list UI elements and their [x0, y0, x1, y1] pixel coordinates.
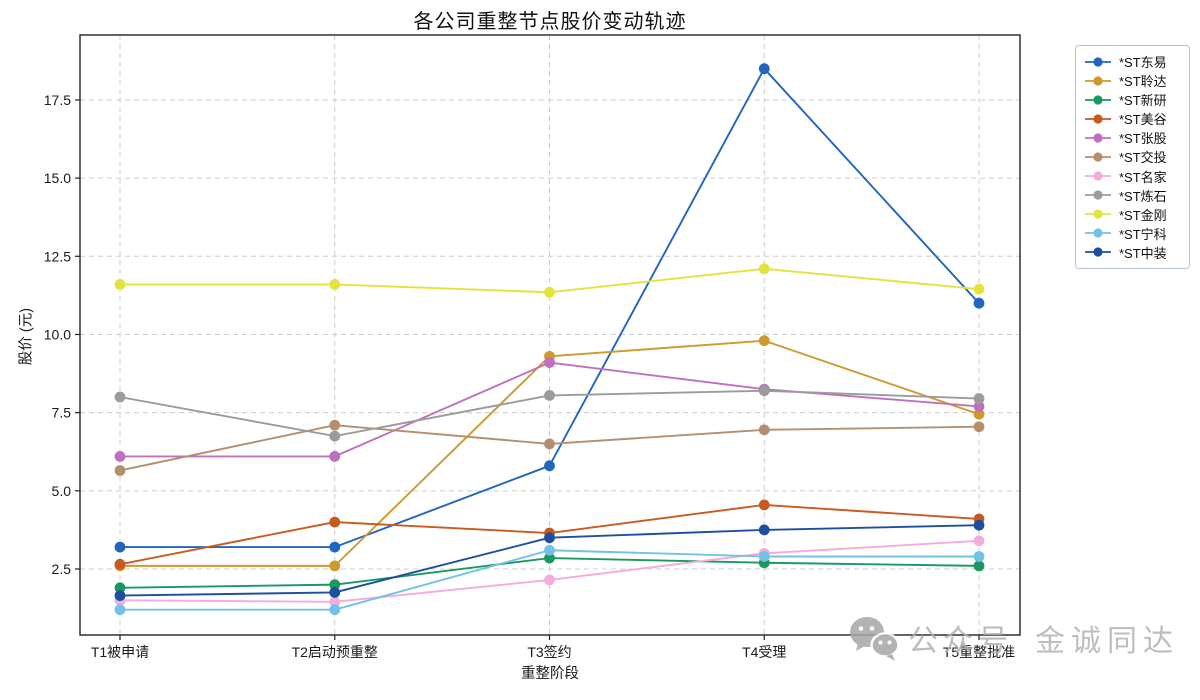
x-tick-label: T3签约: [527, 644, 571, 660]
chart-title: 各公司重整节点股价变动轨迹: [413, 11, 687, 33]
data-point: [544, 552, 555, 564]
data-point: [329, 279, 341, 290]
data-point: [758, 63, 770, 75]
legend-line-marker-icon: [1085, 171, 1111, 181]
legend-label: *ST张股: [1119, 131, 1167, 147]
legend-item: *ST东易: [1084, 53, 1181, 70]
y-tick-label: 12.5: [44, 248, 71, 264]
legend-label: *ST名家: [1119, 169, 1167, 185]
data-point: [544, 357, 555, 369]
data-point: [114, 582, 126, 594]
data-point: [329, 604, 341, 616]
legend-label: *ST美谷: [1119, 112, 1167, 128]
data-point: [329, 579, 341, 591]
y-tick-label: 17.5: [44, 92, 71, 108]
y-tick-label: 7.5: [52, 405, 72, 421]
legend-item: *ST聆达: [1084, 72, 1181, 89]
x-tick-label: T4受理: [742, 644, 786, 660]
data-point: [544, 544, 555, 556]
legend-label: *ST金刚: [1119, 207, 1167, 223]
data-point: [758, 424, 770, 436]
legend-line-marker-icon: [1085, 56, 1111, 67]
data-point: [973, 393, 985, 404]
data-point: [973, 408, 985, 420]
legend-line-marker-icon: [1085, 152, 1111, 162]
legend-label: *ST宁科: [1119, 226, 1167, 242]
legend-item: *ST宁科: [1084, 225, 1181, 242]
y-axis-title: 股价 (元): [18, 307, 35, 366]
legend-label: *ST东易: [1119, 55, 1167, 70]
x-tick-label: T5重整批准: [943, 644, 1015, 660]
data-point: [329, 419, 341, 431]
data-point: [973, 535, 985, 547]
y-tick-label: 2.5: [52, 561, 72, 577]
legend-item: *ST中装: [1084, 244, 1181, 261]
data-point: [114, 604, 126, 616]
legend-line-marker-icon: [1085, 75, 1111, 86]
data-point: [973, 421, 985, 433]
data-point: [329, 451, 341, 462]
x-tick-label: T2启动预重整: [292, 644, 378, 660]
data-point: [544, 460, 555, 472]
data-point: [114, 590, 126, 601]
legend-line-marker-icon: [1085, 133, 1111, 143]
data-point: [758, 385, 770, 397]
legend: *ST东易 *ST聆达 *ST新研 *ST美谷 *ST张股 *ST交投 *ST名家 *ST炼石…: [1075, 45, 1190, 269]
x-tick-label: T1被申请: [91, 644, 149, 660]
data-point: [758, 551, 770, 562]
data-point: [758, 499, 770, 511]
data-point: [114, 541, 126, 553]
legend-item: *ST炼石: [1084, 187, 1181, 204]
legend-item: *ST张股: [1084, 129, 1181, 146]
data-point: [544, 286, 555, 298]
x-axis-title: 重整阶段: [521, 666, 579, 682]
legend-line-marker-icon: [1085, 95, 1111, 105]
data-point: [973, 400, 985, 412]
data-point: [114, 465, 126, 476]
data-point: [758, 524, 770, 536]
y-tick-label: 15.0: [44, 170, 71, 186]
data-point: [973, 297, 985, 309]
legend-item: *ST交投: [1084, 148, 1181, 165]
data-point: [544, 574, 555, 586]
data-point: [973, 560, 985, 572]
data-point: [544, 390, 555, 401]
legend-item: *ST金刚: [1084, 206, 1181, 223]
legend-line-marker-icon: [1085, 228, 1111, 238]
data-point: [329, 541, 341, 553]
legend-item: *ST名家: [1084, 168, 1181, 185]
legend-label: *ST中装: [1119, 245, 1167, 261]
data-point: [973, 283, 985, 295]
data-point: [114, 279, 126, 290]
y-tick-label: 5.0: [52, 483, 72, 499]
data-point: [329, 596, 341, 608]
legend-label: *ST新研: [1119, 93, 1167, 109]
legend-label: *ST聆达: [1119, 74, 1167, 90]
data-point: [329, 516, 341, 528]
data-point: [758, 263, 770, 275]
legend-line-marker-icon: [1085, 114, 1111, 124]
data-point: [329, 430, 341, 442]
data-point: [544, 532, 555, 544]
data-point: [973, 519, 985, 531]
legend-line-marker-icon: [1085, 247, 1111, 258]
legend-item: *ST新研: [1084, 91, 1181, 108]
legend-item: *ST美谷: [1084, 110, 1181, 127]
data-point: [114, 391, 126, 403]
data-point: [544, 438, 555, 450]
data-point: [329, 560, 341, 572]
data-point: [329, 587, 341, 598]
legend-line-marker-icon: [1085, 190, 1111, 200]
data-point: [758, 335, 770, 347]
legend-line-marker-icon: [1085, 209, 1111, 219]
legend-label: *ST炼石: [1119, 188, 1167, 204]
y-tick-label: 10.0: [44, 326, 71, 342]
legend-label: *ST交投: [1119, 150, 1167, 166]
data-point: [114, 558, 126, 570]
data-point: [114, 451, 126, 462]
data-point: [973, 551, 985, 562]
